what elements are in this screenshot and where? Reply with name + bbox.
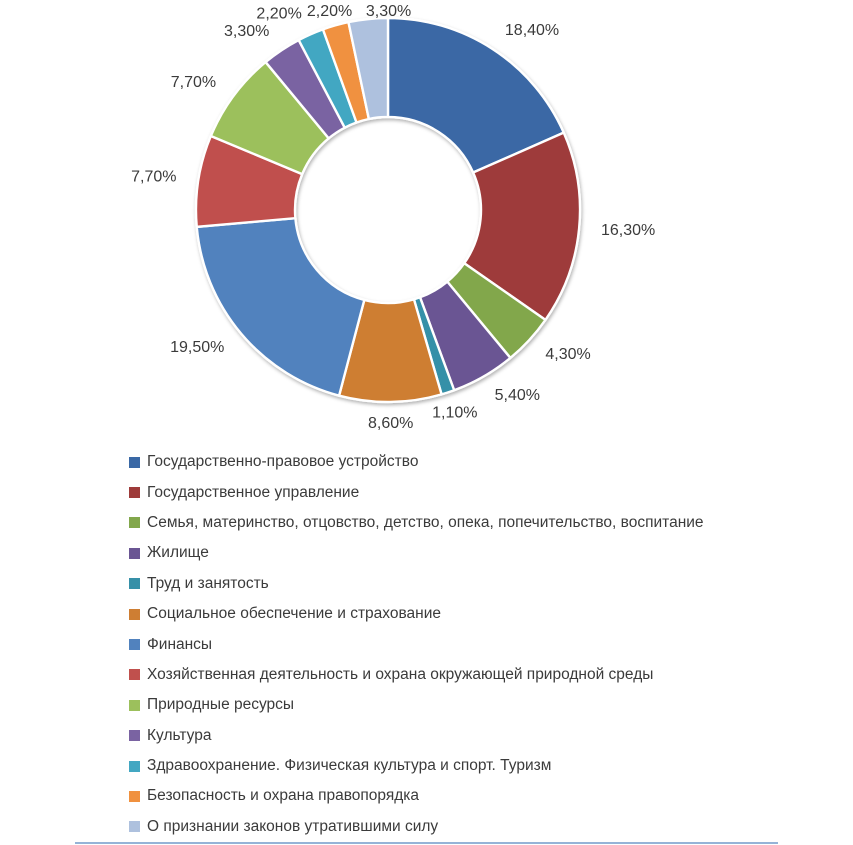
- slice-label-11: 2,20%: [256, 5, 301, 22]
- slice-label-10: 3,30%: [224, 23, 269, 40]
- legend-label: Государственно-правовое устройство: [147, 453, 419, 471]
- legend-item-4: Жилище: [129, 538, 704, 568]
- bottom-border-line: [75, 842, 778, 844]
- legend-item-6: Социальное обеспечение и страхование: [129, 599, 704, 629]
- legend-swatch-icon: [129, 547, 140, 559]
- pie-slice-1: [386, 16, 565, 174]
- slice-label-6: 8,60%: [368, 415, 413, 432]
- slice-label-12: 2,20%: [307, 3, 352, 20]
- pie-slice-13: [347, 16, 390, 121]
- slice-label-3: 4,30%: [545, 346, 590, 363]
- legend-swatch-icon: [129, 578, 140, 590]
- slice-label-9: 7,70%: [171, 74, 216, 91]
- legend-label: Хозяйственная деятельность и охрана окру…: [147, 665, 654, 683]
- legend-label: Государственное управление: [147, 483, 360, 501]
- legend-item-12: Безопасность и охрана правопорядка: [129, 781, 704, 811]
- legend-swatch-icon: [129, 517, 140, 529]
- pie-slice-2: [463, 131, 582, 322]
- slice-label-5: 1,10%: [432, 405, 477, 422]
- slice-label-7: 19,50%: [170, 339, 224, 356]
- legend-swatch-icon: [129, 699, 140, 711]
- legend-swatch-icon: [129, 760, 140, 772]
- legend-swatch-icon: [129, 487, 140, 499]
- legend-item-5: Труд и занятость: [129, 569, 704, 599]
- slice-label-13: 3,30%: [366, 3, 411, 20]
- legend-label: Безопасность и охрана правопорядка: [147, 787, 420, 805]
- legend-item-3: Семья, материнство, отцовство, детство, …: [129, 508, 704, 538]
- legend-swatch-icon: [129, 456, 140, 468]
- legend-item-13: О признании законов утратившими силу: [129, 812, 704, 842]
- legend-label: Культура: [147, 726, 212, 744]
- legend-swatch-icon: [129, 790, 140, 802]
- legend-label: Здравоохранение. Физическая культура и с…: [147, 757, 552, 775]
- slice-label-8: 7,70%: [131, 168, 176, 185]
- legend-swatch-icon: [129, 821, 140, 833]
- legend-label: Семья, материнство, отцовство, детство, …: [147, 513, 704, 531]
- legend-item-2: Государственное управление: [129, 477, 704, 507]
- legend-item-11: Здравоохранение. Физическая культура и с…: [129, 751, 704, 781]
- legend-label: Труд и занятость: [147, 574, 269, 592]
- legend-item-7: Финансы: [129, 629, 704, 659]
- legend-item-1: Государственно-правовое устройство: [129, 447, 704, 477]
- legend-label: Социальное обеспечение и страхование: [147, 605, 442, 623]
- legend-item-9: Природные ресурсы: [129, 690, 704, 720]
- pie-slice-7: [195, 216, 366, 397]
- donut-chart: 18,40% 16,30% 4,30% 5,40% 1,10% 8,60% 19,50% 7,…: [131, 3, 655, 432]
- slice-label-1: 18,40%: [505, 22, 559, 39]
- slice-label-4: 5,40%: [495, 387, 540, 404]
- legend-label: Финансы: [147, 635, 213, 653]
- legend-swatch-icon: [129, 730, 140, 742]
- donut-ring: [194, 16, 582, 404]
- slice-label-2: 16,30%: [601, 222, 655, 239]
- legend-swatch-icon: [129, 608, 140, 620]
- legend-label: О признании законов утратившими силу: [147, 817, 439, 835]
- chart-legend: Государственно-правовое устройство Госуда…: [129, 447, 704, 842]
- legend-label: Жилище: [147, 544, 209, 562]
- legend-label: Природные ресурсы: [147, 696, 295, 714]
- legend-item-8: Хозяйственная деятельность и охрана окру…: [129, 660, 704, 690]
- legend-swatch-icon: [129, 669, 140, 681]
- legend-swatch-icon: [129, 639, 140, 651]
- legend-item-10: Культура: [129, 721, 704, 751]
